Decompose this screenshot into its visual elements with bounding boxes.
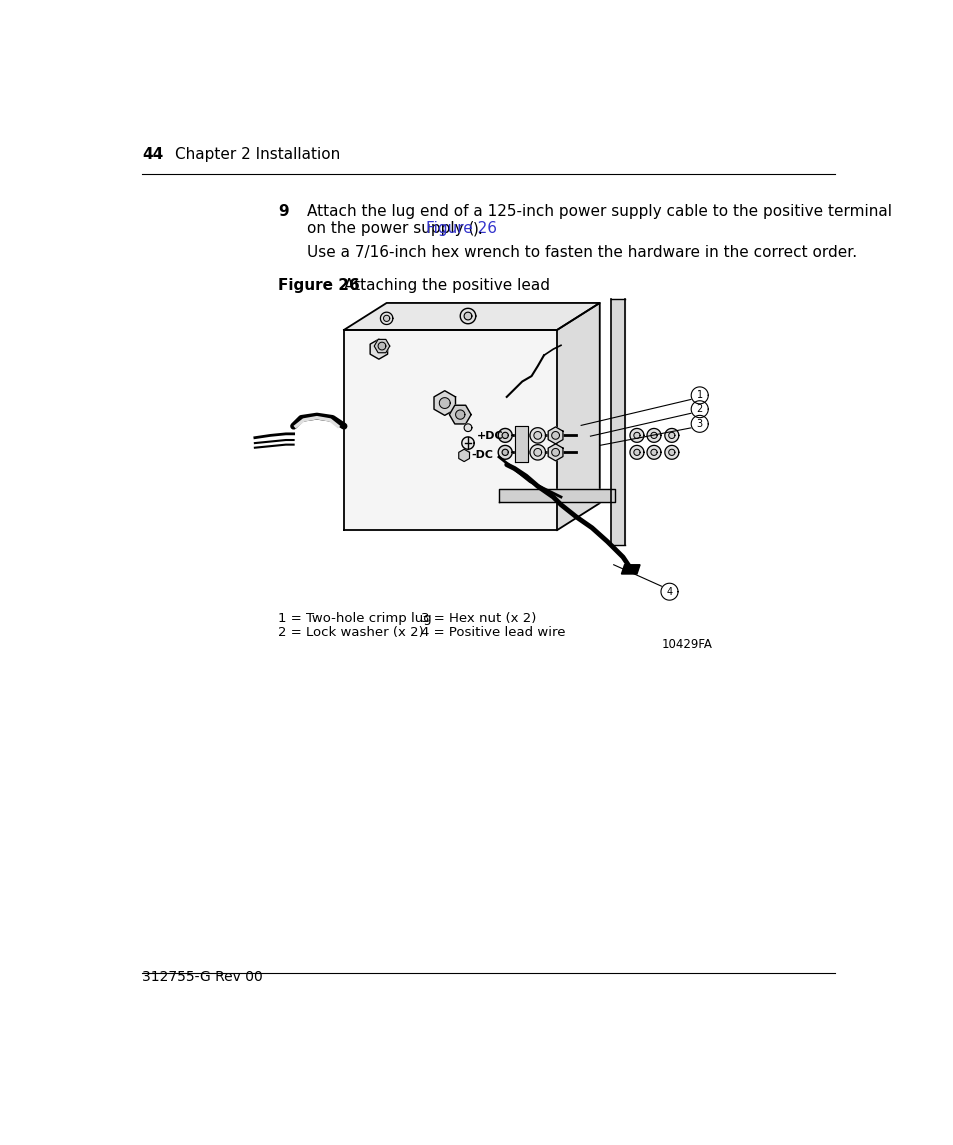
Polygon shape <box>551 449 558 456</box>
Polygon shape <box>344 303 599 330</box>
Text: 2 = Lock washer (x 2): 2 = Lock washer (x 2) <box>278 626 423 639</box>
Polygon shape <box>459 308 476 324</box>
Text: 10429FA: 10429FA <box>661 638 712 650</box>
Polygon shape <box>534 432 541 440</box>
Polygon shape <box>383 315 390 322</box>
Polygon shape <box>515 426 528 461</box>
Text: Figure 26: Figure 26 <box>278 278 359 293</box>
Polygon shape <box>668 449 674 456</box>
Polygon shape <box>551 432 558 440</box>
Polygon shape <box>439 397 450 409</box>
Polygon shape <box>664 445 679 459</box>
Text: 1: 1 <box>696 390 702 401</box>
Polygon shape <box>498 489 615 502</box>
Polygon shape <box>530 428 545 443</box>
Polygon shape <box>497 445 512 459</box>
Text: 3: 3 <box>696 419 702 429</box>
Polygon shape <box>633 449 639 456</box>
Polygon shape <box>344 330 557 530</box>
Polygon shape <box>691 387 707 404</box>
Polygon shape <box>646 428 660 442</box>
Text: Chapter 2 Installation: Chapter 2 Installation <box>174 147 340 163</box>
Polygon shape <box>629 445 643 459</box>
Polygon shape <box>464 313 472 319</box>
Polygon shape <box>664 428 679 442</box>
Text: 4 = Positive lead wire: 4 = Positive lead wire <box>421 626 565 639</box>
Text: +DC: +DC <box>476 432 503 441</box>
Polygon shape <box>557 303 599 530</box>
Polygon shape <box>461 437 474 449</box>
Text: 4: 4 <box>666 586 672 597</box>
Polygon shape <box>668 433 674 439</box>
Text: 2: 2 <box>696 404 702 414</box>
Polygon shape <box>691 416 707 433</box>
Polygon shape <box>497 428 512 442</box>
Polygon shape <box>620 564 639 574</box>
Polygon shape <box>501 449 508 456</box>
Polygon shape <box>534 449 541 456</box>
Polygon shape <box>548 427 562 444</box>
Polygon shape <box>458 449 469 461</box>
Text: Attaching the positive lead: Attaching the positive lead <box>344 278 550 293</box>
Polygon shape <box>548 444 562 460</box>
Polygon shape <box>377 342 385 350</box>
Polygon shape <box>650 433 657 439</box>
Text: Figure 26: Figure 26 <box>426 221 497 236</box>
Polygon shape <box>464 424 472 432</box>
Text: ).: ). <box>472 221 483 236</box>
Polygon shape <box>380 313 393 324</box>
Text: on the power supply (: on the power supply ( <box>307 221 474 236</box>
Polygon shape <box>660 583 678 600</box>
Text: Use a 7/16-inch hex wrench to fasten the hardware in the correct order.: Use a 7/16-inch hex wrench to fasten the… <box>307 245 856 260</box>
Text: 44: 44 <box>142 147 164 163</box>
Polygon shape <box>530 444 545 460</box>
Polygon shape <box>650 449 657 456</box>
Polygon shape <box>449 405 471 424</box>
Polygon shape <box>501 433 508 439</box>
Text: Attach the lug end of a 125-inch power supply cable to the positive terminal: Attach the lug end of a 125-inch power s… <box>307 205 891 220</box>
Polygon shape <box>374 339 390 353</box>
Text: 312755-G Rev 00: 312755-G Rev 00 <box>142 970 263 984</box>
Text: 3 = Hex nut (x 2): 3 = Hex nut (x 2) <box>421 613 537 625</box>
Polygon shape <box>646 445 660 459</box>
Polygon shape <box>633 433 639 439</box>
Polygon shape <box>611 299 624 545</box>
Polygon shape <box>456 410 464 419</box>
Polygon shape <box>370 339 387 360</box>
Text: 9: 9 <box>278 205 289 220</box>
Text: 1 = Two-hole crimp lug: 1 = Two-hole crimp lug <box>278 613 432 625</box>
Polygon shape <box>691 401 707 418</box>
Text: -DC: -DC <box>472 450 494 460</box>
Polygon shape <box>434 390 455 416</box>
Polygon shape <box>629 428 643 442</box>
